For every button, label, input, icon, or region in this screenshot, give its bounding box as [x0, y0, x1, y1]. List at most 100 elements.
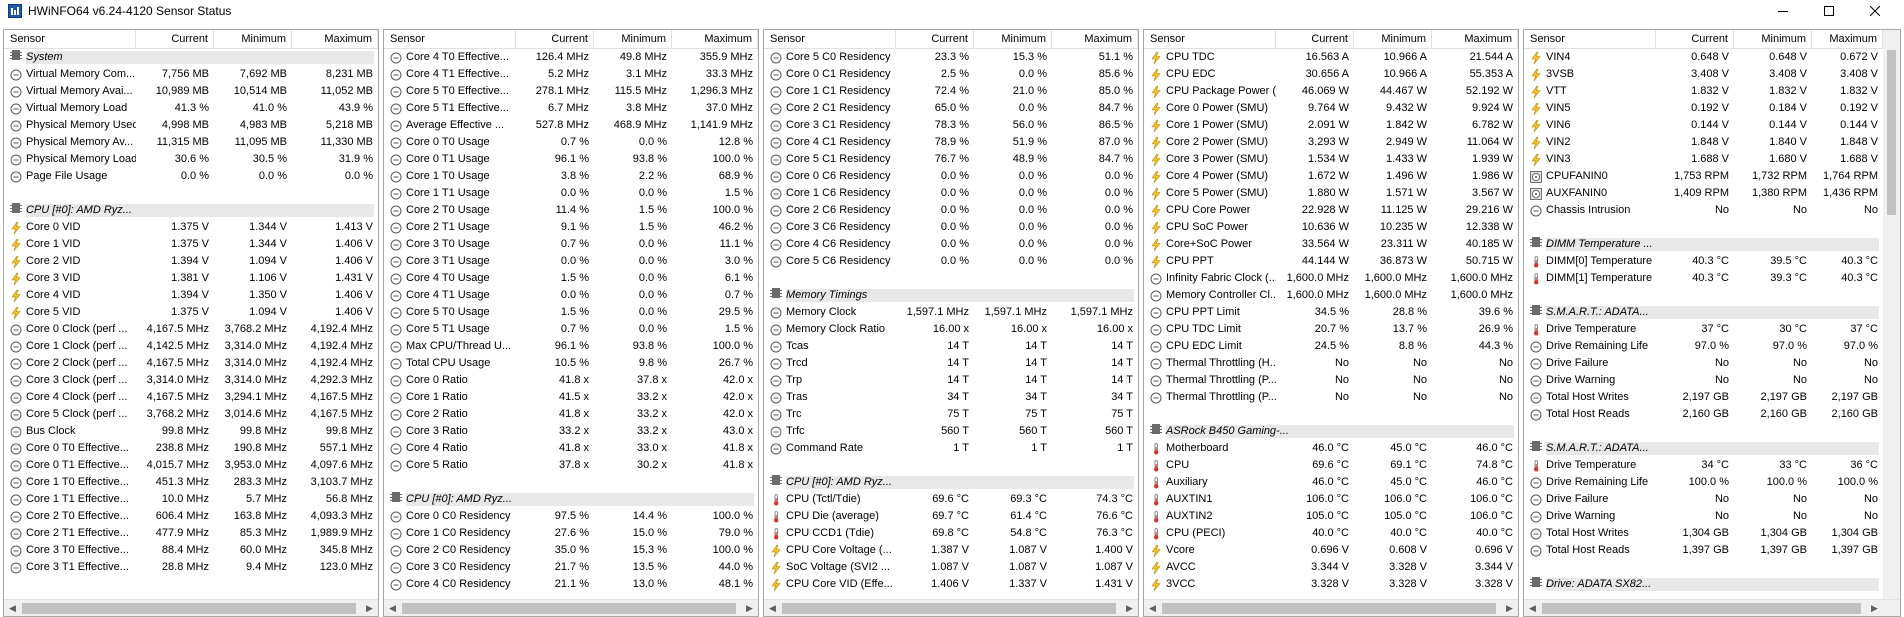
column-header-current[interactable]: Current	[1656, 30, 1734, 49]
sensor-row[interactable]: Core 2 Clock (perf ... 4,167.5 MHz 3,314.0…	[4, 355, 378, 372]
sensor-row[interactable]: Core 5 Power (SMU) 1.880 W 1.571 W 3.567 W	[1144, 185, 1518, 202]
sensor-row[interactable]: Core 4 VID 1.394 V 1.350 V 1.406 V	[4, 287, 378, 304]
sensor-row[interactable]: AUXFANIN0 1,409 RPM 1,380 RPM 1,436 RPM	[1524, 185, 1883, 202]
sensor-row[interactable]: Motherboard 46.0 °C 45.0 °C 46.0 °C	[1144, 440, 1518, 457]
sensor-row[interactable]: Total CPU Usage 10.5 % 9.8 % 26.7 %	[384, 355, 758, 372]
sensor-row[interactable]: CPU PPT 44.144 W 36.873 W 50.715 W	[1144, 253, 1518, 270]
horizontal-scrollbar[interactable]: ◀ ▶	[1524, 599, 1900, 616]
sensor-row[interactable]: Core 4 Ratio 41.8 x 33.0 x 41.8 x	[384, 440, 758, 457]
scrollbar-thumb[interactable]	[1887, 50, 1896, 215]
sensor-row[interactable]: CPU TDC Limit 20.7 % 13.7 % 26.9 %	[1144, 321, 1518, 338]
sensor-row[interactable]: Core 1 C0 Residency 27.6 % 15.0 % 79.0 %	[384, 525, 758, 542]
sensor-row[interactable]: Drive Warning No No No	[1524, 372, 1883, 389]
sensor-row[interactable]: DIMM[0] Temperature 40.3 °C 39.5 °C 40.3 °C	[1524, 253, 1883, 270]
sensor-group-header[interactable]: ASRock B450 Gaming-...	[1144, 423, 1518, 440]
column-header-minimum[interactable]: Minimum	[974, 30, 1052, 49]
sensor-row[interactable]: CPU (Tctl/Tdie) 69.6 °C 69.3 °C 74.3 °C	[764, 491, 1138, 508]
column-header-current[interactable]: Current	[516, 30, 594, 49]
sensor-row[interactable]: Core 0 T0 Usage 0.7 % 0.0 % 12.8 %	[384, 134, 758, 151]
sensor-row[interactable]: 3VCC 3.328 V 3.328 V 3.328 V	[1144, 576, 1518, 593]
sensor-row[interactable]: Physical Memory Av... 11,315 MB 11,095 MB 1…	[4, 134, 378, 151]
scroll-right-arrow-icon[interactable]: ▶	[366, 603, 373, 613]
sensor-row[interactable]: Core 4 T1 Effective... 5.2 MHz 3.1 MHz 33.3…	[384, 66, 758, 83]
scroll-left-arrow-icon[interactable]: ◀	[1529, 603, 1536, 613]
sensor-row[interactable]: Drive Temperature 34 °C 33 °C 36 °C	[1524, 457, 1883, 474]
sensor-row[interactable]: Core 3 C0 Residency 21.7 % 13.5 % 44.0 %	[384, 559, 758, 576]
scroll-left-arrow-icon[interactable]: ◀	[1149, 603, 1156, 613]
sensor-row[interactable]: Thermal Throttling (P... No No No	[1144, 372, 1518, 389]
sensor-row[interactable]: Core 5 T0 Usage 1.5 % 0.0 % 29.5 %	[384, 304, 758, 321]
sensor-row[interactable]: Trc 75 T 75 T 75 T	[764, 406, 1138, 423]
sensor-row[interactable]: Core 0 T1 Effective... 4,015.7 MHz 3,953.0…	[4, 457, 378, 474]
sensor-row[interactable]: Core 4 Power (SMU) 1.672 W 1.496 W 1.986 W	[1144, 168, 1518, 185]
sensor-row[interactable]: Virtual Memory Load 41.3 % 41.0 % 43.9 %	[4, 100, 378, 117]
scrollbar-thumb[interactable]	[22, 603, 356, 614]
sensor-row[interactable]: Physical Memory Load 30.6 % 30.5 % 31.9 %	[4, 151, 378, 168]
sensor-row[interactable]: AVCC 3.344 V 3.328 V 3.344 V	[1144, 559, 1518, 576]
sensor-group-header[interactable]: CPU [#0]: AMD Ryz...	[764, 474, 1138, 491]
sensor-group-header[interactable]: Memory Timings	[764, 287, 1138, 304]
scroll-left-arrow-icon[interactable]: ◀	[769, 603, 776, 613]
sensor-row[interactable]: Core 1 T1 Usage 0.0 % 0.0 % 1.5 %	[384, 185, 758, 202]
sensor-row[interactable]: CPU (PECI) 40.0 °C 40.0 °C 40.0 °C	[1144, 525, 1518, 542]
sensor-row[interactable]: Core 5 Clock (perf ... 3,768.2 MHz 3,014.6…	[4, 406, 378, 423]
sensor-row[interactable]: Core 4 T0 Effective... 126.4 MHz 49.8 MHz 3…	[384, 49, 758, 66]
column-header-sensor[interactable]: Sensor	[384, 30, 516, 49]
sensor-group-header[interactable]: S.M.A.R.T.: ADATA...	[1524, 440, 1883, 457]
column-header-maximum[interactable]: Maximum	[1812, 30, 1883, 49]
column-header-sensor[interactable]: Sensor	[4, 30, 136, 49]
sensor-row[interactable]: Virtual Memory Com... 7,756 MB 7,692 MB 8,2…	[4, 66, 378, 83]
sensor-row[interactable]: Core 5 T1 Effective... 6.7 MHz 3.8 MHz 37.0…	[384, 100, 758, 117]
scrollbar-thumb[interactable]	[1162, 603, 1496, 614]
sensor-row[interactable]: Core 0 VID 1.375 V 1.344 V 1.413 V	[4, 219, 378, 236]
sensor-row[interactable]: Trp 14 T 14 T 14 T	[764, 372, 1138, 389]
sensor-row[interactable]: Core 3 T1 Usage 0.0 % 0.0 % 3.0 %	[384, 253, 758, 270]
sensor-row[interactable]: Physical Memory Used 4,998 MB 4,983 MB 5,21…	[4, 117, 378, 134]
sensor-row[interactable]: Core 2 C1 Residency 65.0 % 0.0 % 84.7 %	[764, 100, 1138, 117]
sensor-row[interactable]: CPU EDC 30.656 A 10.966 A 55.353 A	[1144, 66, 1518, 83]
sensor-row[interactable]: Drive Failure No No No	[1524, 355, 1883, 372]
sensor-row[interactable]: Core 0 T0 Effective... 238.8 MHz 190.8 MHz…	[4, 440, 378, 457]
sensor-row[interactable]: CPU Core VID (Effe... 1.406 V 1.337 V 1.431…	[764, 576, 1138, 593]
sensor-row[interactable]: Core 3 T1 Effective... 28.8 MHz 9.4 MHz 123…	[4, 559, 378, 576]
sensor-row[interactable]: Core 4 C6 Residency 0.0 % 0.0 % 0.0 %	[764, 236, 1138, 253]
sensor-row[interactable]: CPU 69.6 °C 69.1 °C 74.8 °C	[1144, 457, 1518, 474]
sensor-row[interactable]: Core 4 T0 Usage 1.5 % 0.0 % 6.1 %	[384, 270, 758, 287]
sensor-group-header[interactable]: System	[4, 49, 378, 66]
column-header-sensor[interactable]: Sensor	[764, 30, 896, 49]
sensor-row[interactable]: Core 3 T0 Effective... 88.4 MHz 60.0 MHz 34…	[4, 542, 378, 559]
sensor-row[interactable]: Core 1 Ratio 41.5 x 33.2 x 42.0 x	[384, 389, 758, 406]
sensor-row[interactable]: Core 1 VID 1.375 V 1.344 V 1.406 V	[4, 236, 378, 253]
close-button[interactable]	[1852, 0, 1898, 21]
sensor-row[interactable]: Virtual Memory Avai... 10,989 MB 10,514 MB…	[4, 83, 378, 100]
horizontal-scrollbar[interactable]: ◀ ▶	[1144, 599, 1518, 616]
sensor-row[interactable]: Trcd 14 T 14 T 14 T	[764, 355, 1138, 372]
column-header-minimum[interactable]: Minimum	[214, 30, 292, 49]
sensor-row[interactable]: Bus Clock 99.8 MHz 99.8 MHz 99.8 MHz	[4, 423, 378, 440]
sensor-row[interactable]: Core 0 T1 Usage 96.1 % 93.8 % 100.0 %	[384, 151, 758, 168]
sensor-row[interactable]: CPU PPT Limit 34.5 % 28.8 % 39.6 %	[1144, 304, 1518, 321]
sensor-row[interactable]: Core 3 VID 1.381 V 1.106 V 1.431 V	[4, 270, 378, 287]
sensor-group-header[interactable]: Drive: ADATA SX82...	[1524, 576, 1883, 593]
sensor-row[interactable]: Drive Remaining Life 97.0 % 97.0 % 97.0 %	[1524, 338, 1883, 355]
sensor-row[interactable]: Core 2 C0 Residency 35.0 % 15.3 % 100.0 %	[384, 542, 758, 559]
sensor-row[interactable]: Core 5 C0 Residency 23.3 % 15.3 % 51.1 %	[764, 49, 1138, 66]
column-header-maximum[interactable]: Maximum	[672, 30, 758, 49]
sensor-row[interactable]: VIN2 1.848 V 1.840 V 1.848 V	[1524, 134, 1883, 151]
sensor-row[interactable]: Core 2 C6 Residency 0.0 % 0.0 % 0.0 %	[764, 202, 1138, 219]
sensor-row[interactable]: Core 3 Power (SMU) 1.534 W 1.433 W 1.939 W	[1144, 151, 1518, 168]
maximize-button[interactable]	[1806, 0, 1852, 21]
column-header-minimum[interactable]: Minimum	[594, 30, 672, 49]
horizontal-scrollbar[interactable]: ◀ ▶	[384, 599, 758, 616]
sensor-row[interactable]: Core 0 Clock (perf ... 4,167.5 MHz 3,768.2…	[4, 321, 378, 338]
sensor-row[interactable]: Core 5 Ratio 37.8 x 30.2 x 41.8 x	[384, 457, 758, 474]
sensor-row[interactable]: CPU TDC 16.563 A 10.966 A 21.544 A	[1144, 49, 1518, 66]
sensor-row[interactable]: VIN3 1.688 V 1.680 V 1.688 V	[1524, 151, 1883, 168]
sensor-row[interactable]: Command Rate 1 T 1 T 1 T	[764, 440, 1138, 457]
sensor-row[interactable]: Total Host Writes 1,304 GB 1,304 GB 1,304 G…	[1524, 525, 1883, 542]
sensor-row[interactable]: Tcas 14 T 14 T 14 T	[764, 338, 1138, 355]
sensor-row[interactable]: VTT 1.832 V 1.832 V 1.832 V	[1524, 83, 1883, 100]
column-header-current[interactable]: Current	[1276, 30, 1354, 49]
sensor-row[interactable]: Core 0 C1 Residency 2.5 % 0.0 % 85.6 %	[764, 66, 1138, 83]
sensor-row[interactable]: Core 5 T0 Effective... 278.1 MHz 115.5 MHz…	[384, 83, 758, 100]
